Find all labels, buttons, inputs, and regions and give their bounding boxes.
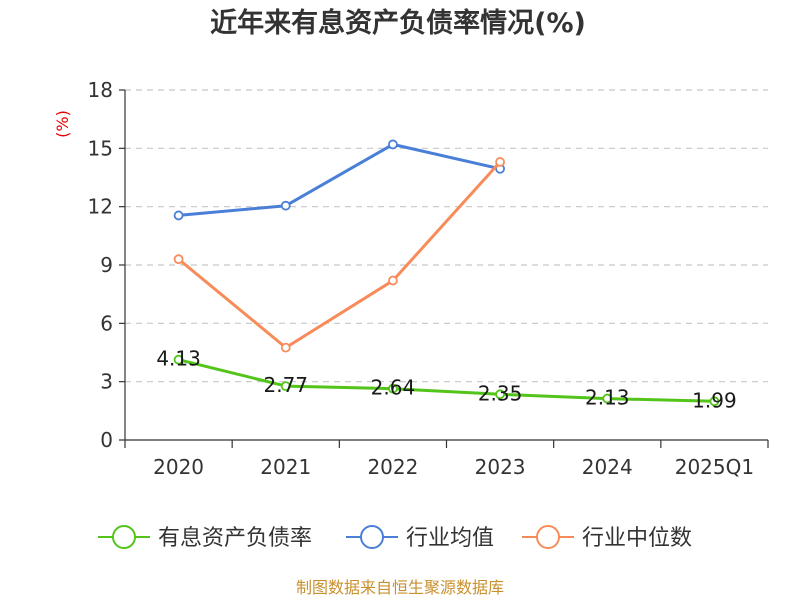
data-point <box>173 354 184 365</box>
x-tick-label: 2025Q1 <box>675 455 754 479</box>
data-label: 4.13 <box>156 347 201 371</box>
x-tick-label: 2021 <box>260 455 311 479</box>
data-point <box>388 275 398 286</box>
axes: 0 3 6 9 12 15 18 2020 2021 2022 2023 2024 2025Q1 <box>88 78 769 479</box>
data-point <box>280 200 291 211</box>
source-note: 制图数据来自恒生聚源数据库 <box>296 578 504 597</box>
y-tick-label: 15 <box>88 136 113 160</box>
legend-marker <box>360 525 384 549</box>
x-tick-label: 2022 <box>367 455 418 479</box>
data-point <box>495 157 505 167</box>
series-line <box>177 142 502 217</box>
x-tick-label: 2024 <box>582 455 633 479</box>
data-point <box>280 342 291 353</box>
legend-item[interactable]: 行业均值 <box>346 525 494 551</box>
legend: 有息资产负债率 行业均值 行业中位数 <box>98 525 692 551</box>
legend-label: 有息资产负债率 <box>158 526 312 551</box>
data-label: 1.99 <box>692 388 737 412</box>
y-tick-label: 12 <box>88 195 113 219</box>
chart-title: 近年来有息资产负债率情况(%) <box>210 7 586 39</box>
y-tick-label: 18 <box>88 78 113 102</box>
data-point <box>495 389 505 400</box>
grid <box>125 89 768 383</box>
data-point <box>173 254 184 265</box>
series-line <box>177 358 716 403</box>
x-tick-label: 2020 <box>153 455 204 479</box>
data-point <box>280 381 291 392</box>
data-point <box>602 393 613 404</box>
legend-item[interactable]: 行业中位数 <box>522 525 692 551</box>
data-label: 2.77 <box>263 373 308 397</box>
legend-marker <box>112 525 136 549</box>
data-point <box>173 210 184 221</box>
series-line <box>177 160 502 350</box>
y-tick-label: 3 <box>100 370 113 394</box>
y-tick-label: 9 <box>100 253 113 277</box>
data-labels: 4.13 2.77 2.64 2.35 2.13 1.99 <box>156 347 736 413</box>
data-point <box>709 396 720 407</box>
legend-label: 行业均值 <box>406 526 494 551</box>
legend-label: 行业中位数 <box>582 526 692 551</box>
y-tick-label: 6 <box>100 311 113 335</box>
x-tick-label: 2023 <box>475 455 526 479</box>
legend-item[interactable]: 有息资产负债率 <box>98 525 312 551</box>
series-layer <box>173 139 720 407</box>
data-label: 2.64 <box>371 376 416 400</box>
data-label: 2.35 <box>478 381 523 405</box>
y-axis-unit: (%) <box>53 110 72 138</box>
data-point <box>388 139 398 150</box>
legend-marker <box>536 525 560 549</box>
data-label: 2.13 <box>585 386 630 410</box>
data-point <box>388 383 398 394</box>
y-tick-label: 0 <box>100 428 113 452</box>
